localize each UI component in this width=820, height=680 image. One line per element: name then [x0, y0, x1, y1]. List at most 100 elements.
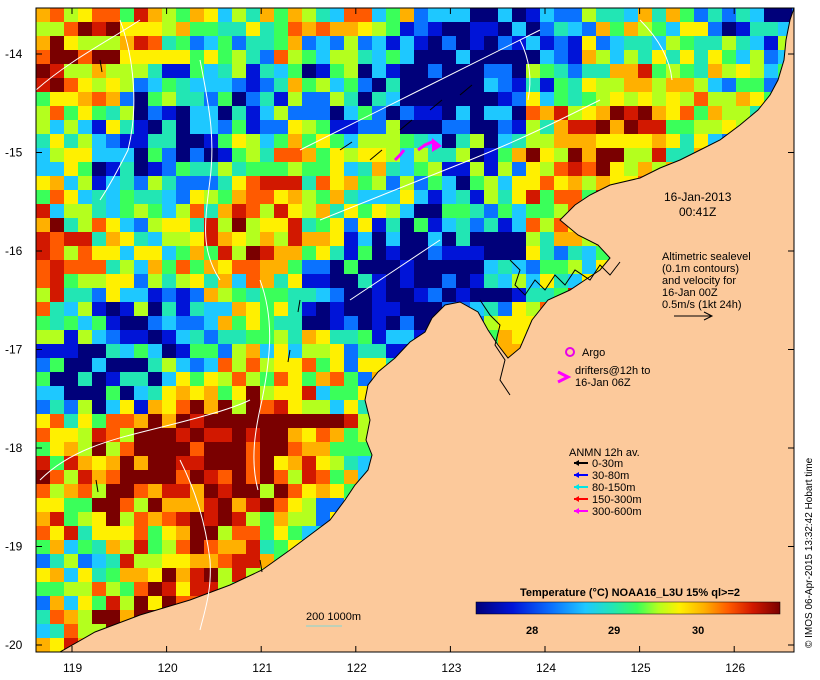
sst-cell — [330, 120, 344, 134]
sst-cell — [428, 218, 442, 232]
sst-cell — [134, 246, 148, 260]
sst-cell — [316, 316, 330, 330]
credit-label: © IMOS 06-Apr-2015 13:32:42 Hobart time — [804, 457, 815, 648]
sst-cell — [246, 456, 260, 470]
sst-cell — [218, 176, 232, 190]
sst-cell — [232, 148, 246, 162]
sst-cell — [302, 232, 316, 246]
sst-cell — [358, 372, 372, 386]
sst-cell — [302, 134, 316, 148]
sst-cell — [554, 190, 568, 204]
sst-cell — [386, 218, 400, 232]
sst-cell — [106, 288, 120, 302]
sst-cell — [274, 106, 288, 120]
sst-cell — [484, 176, 498, 190]
sst-cell — [470, 274, 484, 288]
sst-cell — [78, 484, 92, 498]
sst-cell — [456, 92, 470, 106]
sst-cell — [78, 414, 92, 428]
sst-cell — [162, 470, 176, 484]
sst-cell — [400, 64, 414, 78]
sst-cell — [456, 288, 470, 302]
sst-cell — [638, 22, 652, 36]
sst-cell — [232, 274, 246, 288]
sst-cell — [554, 246, 568, 260]
sst-cell — [302, 176, 316, 190]
sst-cell — [274, 540, 288, 554]
sst-cell — [540, 148, 554, 162]
sst-cell — [302, 456, 316, 470]
sst-cell — [274, 218, 288, 232]
sst-cell — [470, 106, 484, 120]
sst-cell — [148, 428, 162, 442]
sst-cell — [50, 624, 64, 638]
sst-cell — [596, 78, 610, 92]
sst-cell — [50, 512, 64, 526]
sst-cell — [50, 358, 64, 372]
sst-cell — [218, 36, 232, 50]
sst-cell — [316, 36, 330, 50]
sst-cell — [92, 456, 106, 470]
sst-cell — [148, 36, 162, 50]
sst-cell — [400, 50, 414, 64]
sst-cell — [498, 106, 512, 120]
sst-cell — [162, 78, 176, 92]
sst-cell — [484, 232, 498, 246]
sst-cell — [498, 288, 512, 302]
sst-cell — [204, 344, 218, 358]
sst-cell — [302, 386, 316, 400]
sst-cell — [134, 36, 148, 50]
sst-cell — [288, 8, 302, 22]
longitude-axis: 119 120 121 122 123 124 125 126 — [63, 8, 746, 675]
sst-cell — [484, 120, 498, 134]
sst-cell — [274, 344, 288, 358]
sst-cell — [120, 120, 134, 134]
sst-cell — [610, 162, 624, 176]
sst-cell — [120, 484, 134, 498]
sst-cell — [106, 344, 120, 358]
sst-cell — [260, 442, 274, 456]
sst-cell — [92, 22, 106, 36]
sst-cell — [400, 162, 414, 176]
sst-cell — [274, 246, 288, 260]
sst-cell — [64, 568, 78, 582]
sst-cell — [722, 8, 736, 22]
sst-cell — [778, 8, 792, 22]
sst-cell — [596, 64, 610, 78]
date-label: 16-Jan-2013 — [664, 190, 732, 204]
sst-cell — [442, 190, 456, 204]
sst-cell — [36, 148, 50, 162]
sst-cell — [358, 78, 372, 92]
sst-cell — [274, 414, 288, 428]
sst-cell — [232, 22, 246, 36]
sst-cell — [442, 260, 456, 274]
sst-cell — [330, 232, 344, 246]
sst-cell — [274, 316, 288, 330]
sst-cell — [120, 526, 134, 540]
sst-cell — [288, 484, 302, 498]
sst-cell — [708, 106, 722, 120]
sst-cell — [92, 596, 106, 610]
sst-cell — [484, 36, 498, 50]
sst-cell — [288, 400, 302, 414]
sst-cell — [204, 414, 218, 428]
sst-cell — [344, 246, 358, 260]
sst-cell — [526, 22, 540, 36]
sst-cell — [78, 8, 92, 22]
sst-cell — [36, 344, 50, 358]
sst-cell — [162, 372, 176, 386]
sst-cell — [302, 302, 316, 316]
anmn-item: 300-600m — [574, 506, 642, 518]
sst-cell — [64, 484, 78, 498]
sst-cell — [134, 456, 148, 470]
sst-cell — [330, 274, 344, 288]
sst-cell — [414, 50, 428, 64]
sst-cell — [162, 554, 176, 568]
sst-cell — [288, 190, 302, 204]
sst-cell — [50, 554, 64, 568]
sst-cell — [540, 246, 554, 260]
sst-cell — [498, 134, 512, 148]
sst-cell — [344, 218, 358, 232]
sst-cell — [64, 78, 78, 92]
sst-cell — [526, 162, 540, 176]
